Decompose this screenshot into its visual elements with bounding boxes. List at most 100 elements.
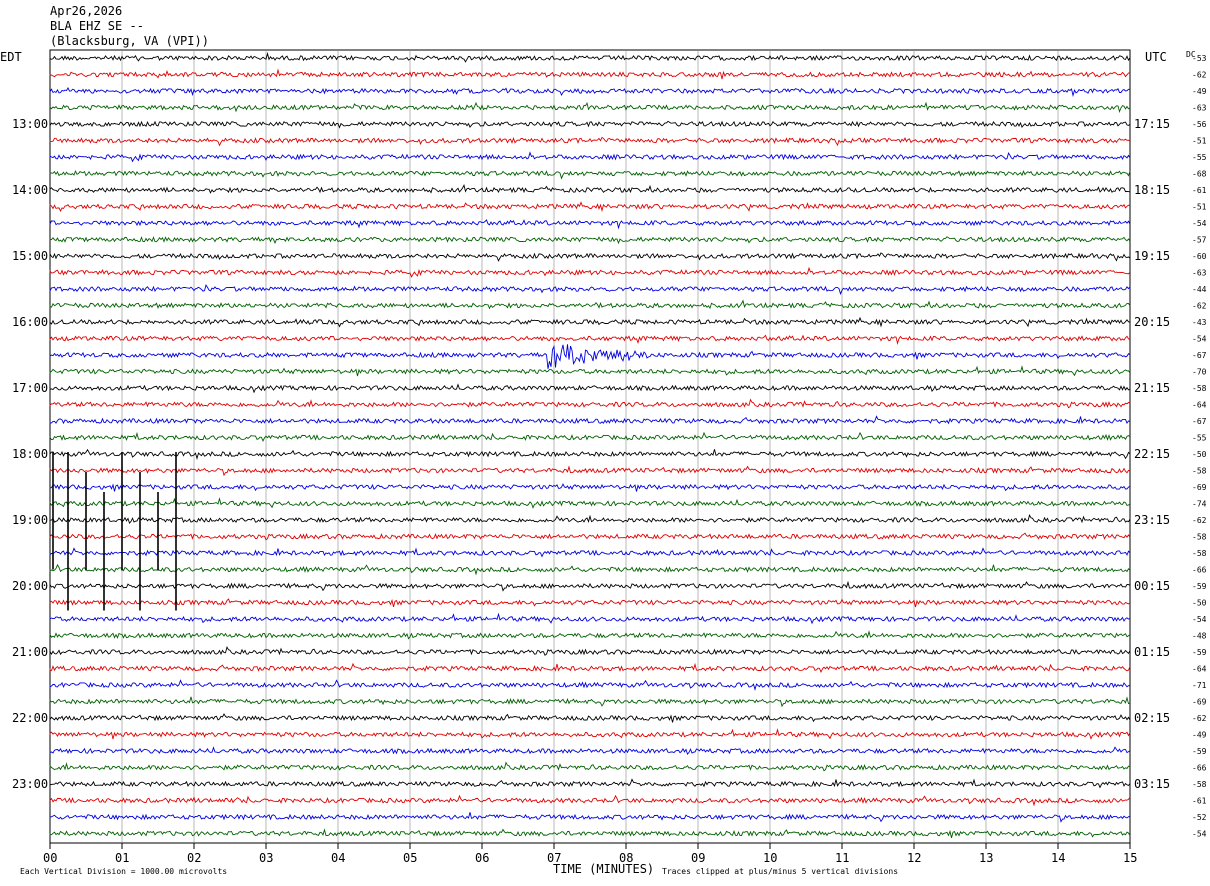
trace-row <box>49 299 1131 310</box>
dc-offset-label: -70 <box>1192 368 1207 377</box>
trace-row <box>49 120 1131 129</box>
trace-row <box>49 68 1131 80</box>
trace-row <box>49 252 1131 262</box>
trace-row <box>49 532 1131 541</box>
dc-offset-label: -71 <box>1192 681 1207 690</box>
trace-row <box>49 415 1131 425</box>
right-hour-label: 19:15 <box>1134 249 1170 263</box>
dc-offset-label: -59 <box>1192 648 1207 657</box>
header-station: BLA EHZ SE -- <box>50 19 144 33</box>
left-hour-label: 14:00 <box>12 183 48 197</box>
x-tick-label: 11 <box>835 851 849 865</box>
right-hour-label: 22:15 <box>1134 447 1170 461</box>
dc-offset-label: -69 <box>1192 698 1207 707</box>
x-tick-label: 02 <box>187 851 201 865</box>
dc-offset-label: -55 <box>1192 153 1207 162</box>
left-hour-label: 19:00 <box>12 513 48 527</box>
x-tick-label: 06 <box>475 851 489 865</box>
trace-row <box>49 398 1131 409</box>
right-timezone-label: UTC <box>1145 50 1167 64</box>
dc-offset-label: -55 <box>1192 434 1207 443</box>
trace-row <box>49 465 1131 477</box>
trace-row <box>49 580 1131 592</box>
dc-offset-label: -51 <box>1192 203 1207 212</box>
dc-offset-label: -56 <box>1192 120 1207 129</box>
right-hour-label: 02:15 <box>1134 711 1170 725</box>
dc-offset-label: -52 <box>1192 813 1207 822</box>
x-tick-label: 01 <box>115 851 129 865</box>
left-hour-labels: 13:00 14:00 15:00 16:00 17:00 18:00 19:00 20:00… <box>12 117 48 791</box>
dc-offset-label: -48 <box>1192 632 1207 641</box>
trace-row <box>49 136 1131 147</box>
dc-offset-label: -60 <box>1192 252 1207 261</box>
dc-offset-label: -64 <box>1192 665 1207 674</box>
left-hour-label: 15:00 <box>12 249 48 263</box>
dc-label: DC <box>1186 50 1196 59</box>
trace-row <box>49 201 1131 213</box>
x-tick-label: 14 <box>1051 851 1065 865</box>
trace-row <box>49 746 1131 755</box>
right-hour-label: 17:15 <box>1134 117 1170 131</box>
traces-group <box>49 51 1131 839</box>
trace-row <box>49 646 1131 656</box>
right-hour-labels: 17:15 18:15 19:15 20:15 21:15 22:15 23:15 00:15… <box>1134 117 1170 791</box>
dc-offset-label: -54 <box>1192 830 1207 839</box>
trace-row <box>49 448 1131 461</box>
x-tick-label: 08 <box>619 851 633 865</box>
dc-offset-label: -61 <box>1192 186 1207 195</box>
dc-offset-label: -69 <box>1192 483 1207 492</box>
trace-row <box>49 151 1131 163</box>
footer-scale-note: Each Vertical Division = 1000.00 microvo… <box>20 867 227 876</box>
dc-offset-label: -59 <box>1192 582 1207 591</box>
x-tick-label: 04 <box>331 851 345 865</box>
right-hour-label: 01:15 <box>1134 645 1170 659</box>
trace-row <box>49 612 1131 625</box>
x-tick-label: 07 <box>547 851 561 865</box>
trace-row <box>49 828 1131 839</box>
dc-offset-label: -67 <box>1192 351 1207 360</box>
dc-offset-label: -62 <box>1192 302 1207 311</box>
trace-row <box>49 219 1131 230</box>
dc-offset-label: -49 <box>1192 87 1207 96</box>
dc-offset-label: -74 <box>1192 500 1207 509</box>
trace-row <box>49 87 1131 98</box>
dc-offset-label: -54 <box>1192 219 1207 228</box>
x-tick-label: 00 <box>43 851 57 865</box>
dc-offset-label: -64 <box>1192 401 1207 410</box>
trace-row <box>49 266 1131 278</box>
x-tick-label: 09 <box>691 851 705 865</box>
right-hour-label: 21:15 <box>1134 381 1170 395</box>
header-location: (Blacksburg, VA (VPI)) <box>50 34 209 48</box>
dc-offset-label: -50 <box>1192 450 1207 459</box>
trace-row <box>49 334 1131 345</box>
dc-offset-label: -58 <box>1192 780 1207 789</box>
trace-row <box>49 184 1131 194</box>
trace-row <box>49 728 1131 740</box>
header-date: Apr26,2026 <box>50 4 123 18</box>
left-hour-label: 18:00 <box>12 447 48 461</box>
dc-offset-label: -58 <box>1192 549 1207 558</box>
trace-row <box>49 679 1131 692</box>
trace-row <box>49 365 1131 377</box>
dc-offset-label: -58 <box>1192 384 1207 393</box>
trace-row <box>49 101 1131 114</box>
dc-offset-label: -58 <box>1192 467 1207 476</box>
x-tick-label: 03 <box>259 851 273 865</box>
dc-offset-label: -49 <box>1192 731 1207 740</box>
dc-offset-label: -66 <box>1192 764 1207 773</box>
dc-offset-label: -61 <box>1192 797 1207 806</box>
trace-row <box>49 713 1131 723</box>
left-hour-label: 22:00 <box>12 711 48 725</box>
footer-clip-note: Traces clipped at plus/minus 5 vertical … <box>662 867 898 876</box>
left-hour-label: 17:00 <box>12 381 48 395</box>
dc-offset-labels: -53 -62 -49 -63 -56 -51 -55 -68 -61 -51 -54 -57 -60 -… <box>1192 54 1207 839</box>
dc-offset-label: -63 <box>1192 269 1207 278</box>
x-tick-label: 15 <box>1123 851 1137 865</box>
dc-offset-label: -43 <box>1192 318 1207 327</box>
dc-offset-label: -44 <box>1192 285 1207 294</box>
dc-offset-label: -62 <box>1192 516 1207 525</box>
trace-row <box>49 344 1131 369</box>
dc-offset-label: -54 <box>1192 335 1207 344</box>
dc-offset-label: -68 <box>1192 170 1207 179</box>
trace-row <box>49 497 1131 509</box>
